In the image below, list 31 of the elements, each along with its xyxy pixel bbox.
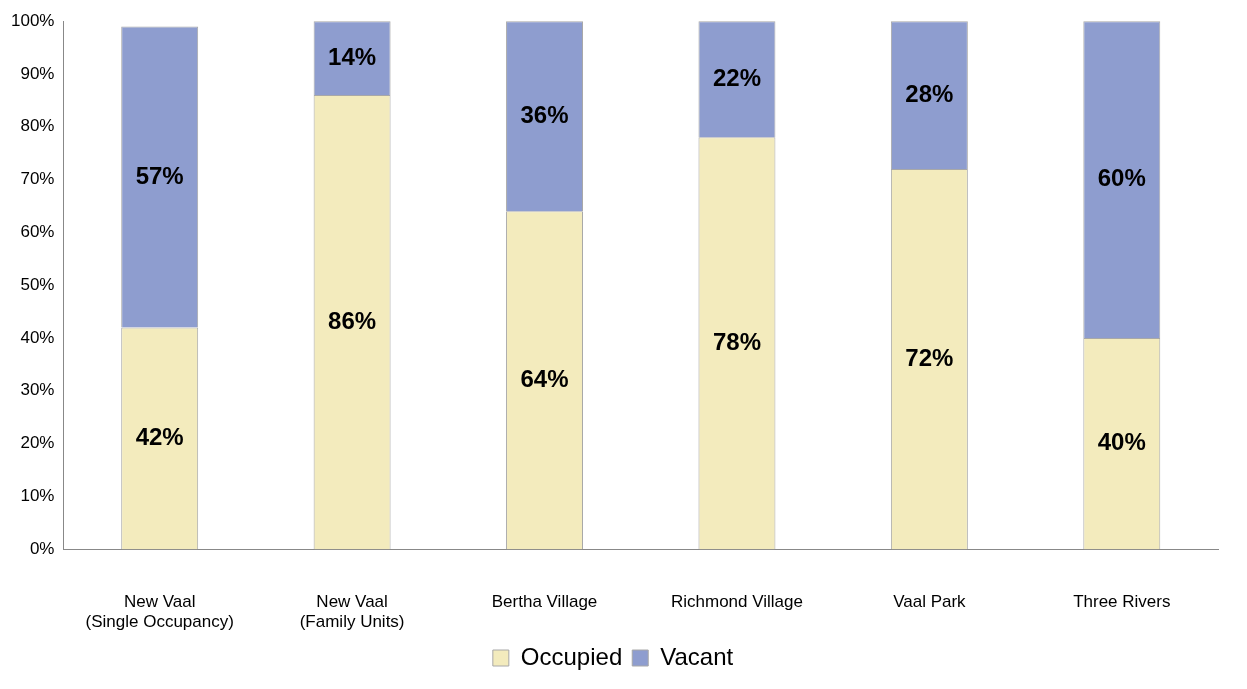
- data-label: 14%: [328, 42, 377, 70]
- x-tick-label: Three Rivers: [1073, 592, 1171, 612]
- y-tick-label: 10%: [20, 486, 55, 506]
- y-tick-label: 70%: [20, 169, 55, 189]
- data-label: 78%: [712, 327, 761, 355]
- y-tick-label: 40%: [20, 327, 55, 347]
- y-tick-label: 80%: [20, 116, 55, 136]
- data-label: 57%: [135, 161, 184, 189]
- y-tick-label: 60%: [20, 222, 55, 242]
- x-tick-label: New Vaal (Family Units): [299, 592, 405, 632]
- y-tick-label: 90%: [20, 63, 55, 83]
- data-label: 28%: [905, 79, 954, 107]
- x-tick-label: Richmond Village: [670, 592, 803, 612]
- y-tick-label: 20%: [20, 433, 55, 453]
- y-tick-label: 100%: [11, 10, 55, 30]
- data-label: 22%: [712, 63, 761, 91]
- data-label: 36%: [520, 100, 569, 128]
- legend-label: Occupied: [520, 642, 623, 670]
- data-label: 72%: [905, 343, 954, 371]
- x-tick-label: Vaal Park: [893, 592, 967, 612]
- data-label: 64%: [520, 364, 569, 392]
- data-label: 60%: [1097, 164, 1146, 192]
- x-tick-label: New Vaal (Single Occupancy): [85, 592, 234, 632]
- y-tick-label: 30%: [20, 380, 55, 400]
- data-label: 42%: [135, 422, 184, 450]
- data-label: 86%: [328, 306, 377, 334]
- x-tick-label: Bertha Village: [491, 592, 598, 612]
- y-tick-label: 0%: [29, 538, 55, 558]
- legend-label: Vacant: [660, 642, 734, 670]
- y-tick-label: 50%: [20, 274, 55, 294]
- data-label: 40%: [1097, 428, 1146, 456]
